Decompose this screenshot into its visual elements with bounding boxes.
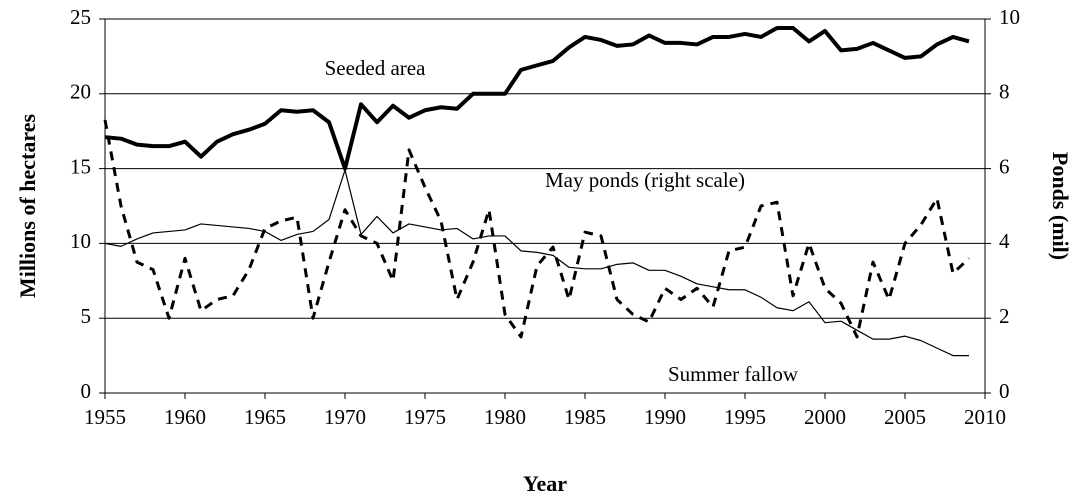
x-tick-label: 1995 [724, 405, 766, 429]
series-label: May ponds (right scale) [545, 168, 745, 192]
series-label: Summer fallow [668, 362, 799, 386]
x-tick-label: 2005 [884, 405, 926, 429]
y2-tick-label: 8 [999, 80, 1010, 104]
x-axis-title: Year [523, 471, 567, 496]
line-series [104, 169, 969, 357]
x-tick-label: 1985 [564, 405, 606, 429]
x-tick-label: 1980 [484, 405, 526, 429]
series-label: Seeded area [325, 56, 427, 80]
y2-tick-label: 0 [999, 379, 1010, 403]
line-series [103, 119, 971, 339]
x-tick-label: 1960 [164, 405, 206, 429]
y-tick-label: 25 [70, 5, 91, 29]
y2-axis-title: Ponds (mil) [1048, 152, 1073, 260]
y-axis-title: Millions of hectares [15, 114, 40, 299]
x-tick-label: 2010 [964, 405, 1006, 429]
x-tick-label: 2000 [804, 405, 846, 429]
x-tick-label: 1970 [324, 405, 366, 429]
x-tick-label: 1990 [644, 405, 686, 429]
y2-tick-label: 6 [999, 154, 1010, 178]
x-tick-label: 1955 [84, 405, 126, 429]
x-tick-label: 1965 [244, 405, 286, 429]
y2-tick-label: 10 [999, 5, 1020, 29]
y2-tick-label: 2 [999, 304, 1010, 328]
line-series [104, 25, 970, 171]
y-tick-label: 15 [70, 154, 91, 178]
y-tick-label: 0 [81, 379, 92, 403]
y-tick-label: 10 [70, 229, 91, 253]
y2-tick-label: 4 [999, 229, 1010, 253]
y-tick-label: 20 [70, 80, 91, 104]
y-tick-label: 5 [81, 304, 92, 328]
x-tick-label: 1975 [404, 405, 446, 429]
